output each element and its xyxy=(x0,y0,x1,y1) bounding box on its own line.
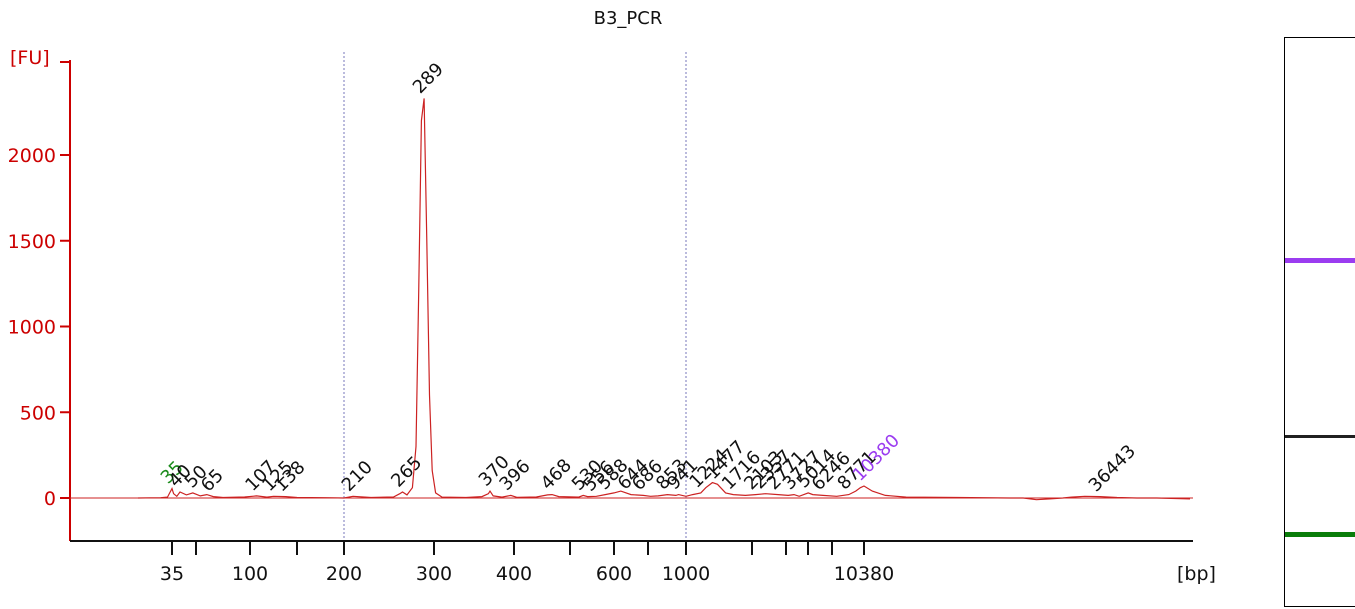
axes: 0 500 1000 1500 2000 35 100 200 300 400 600 1000 103… xyxy=(8,60,1193,585)
gel-band-lower-marker xyxy=(1285,532,1355,537)
y-axis-label: [FU] xyxy=(10,47,50,69)
gel-image xyxy=(1284,37,1355,607)
x-tick-label-400: 400 xyxy=(496,563,532,585)
trace-group xyxy=(70,98,1193,501)
x-axis-label: [bp] xyxy=(1177,563,1216,585)
chart-title: B3_PCR xyxy=(594,8,663,29)
peak-label-36443: 36443 xyxy=(1085,441,1140,496)
y-tick-label-1000: 1000 xyxy=(8,317,56,339)
x-tick-label-200: 200 xyxy=(326,563,362,585)
y-tick-label-1500: 1500 xyxy=(8,231,56,253)
y-tick-label-2000: 2000 xyxy=(8,145,56,167)
x-tick-label-35: 35 xyxy=(160,563,184,585)
gel-band-sample-band xyxy=(1285,435,1355,438)
electropherogram-chart: B3_PCR [FU] [bp] 0 500 1000 1500 2000 35 100 20… xyxy=(8,8,1216,585)
x-tick-label-600: 600 xyxy=(596,563,632,585)
peak-label-289: 289 xyxy=(409,59,448,98)
x-tick-label-10380: 10380 xyxy=(834,563,894,585)
gel-band-upper-marker xyxy=(1285,258,1355,263)
trace-line xyxy=(137,98,1191,501)
peak-label-468: 468 xyxy=(537,455,576,494)
x-tick-label-100: 100 xyxy=(232,563,268,585)
x-tick-label-300: 300 xyxy=(416,563,452,585)
y-tick-label-500: 500 xyxy=(20,402,56,424)
x-tick-label-1000: 1000 xyxy=(662,563,710,585)
peak-label-265: 265 xyxy=(387,452,426,491)
dotted-reference-lines xyxy=(343,52,687,541)
y-tick-label-0: 0 xyxy=(44,488,56,510)
